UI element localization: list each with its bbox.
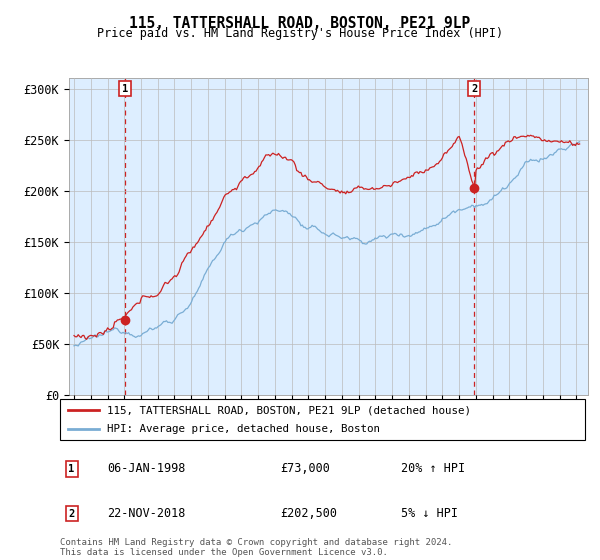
Text: £73,000: £73,000 <box>281 462 331 475</box>
Text: 22-NOV-2018: 22-NOV-2018 <box>107 507 185 520</box>
Text: 06-JAN-1998: 06-JAN-1998 <box>107 462 185 475</box>
Text: Contains HM Land Registry data © Crown copyright and database right 2024.
This d: Contains HM Land Registry data © Crown c… <box>60 538 452 557</box>
Text: 1: 1 <box>122 83 128 94</box>
Text: £202,500: £202,500 <box>281 507 337 520</box>
Text: Price paid vs. HM Land Registry's House Price Index (HPI): Price paid vs. HM Land Registry's House … <box>97 27 503 40</box>
FancyBboxPatch shape <box>60 399 585 440</box>
Text: 2: 2 <box>68 508 74 519</box>
Text: 2: 2 <box>471 83 477 94</box>
Text: 1: 1 <box>68 464 74 474</box>
Text: 5% ↓ HPI: 5% ↓ HPI <box>401 507 458 520</box>
Text: HPI: Average price, detached house, Boston: HPI: Average price, detached house, Bost… <box>107 424 380 433</box>
Text: 20% ↑ HPI: 20% ↑ HPI <box>401 462 466 475</box>
Text: 115, TATTERSHALL ROAD, BOSTON, PE21 9LP (detached house): 115, TATTERSHALL ROAD, BOSTON, PE21 9LP … <box>107 405 471 415</box>
Text: 115, TATTERSHALL ROAD, BOSTON, PE21 9LP: 115, TATTERSHALL ROAD, BOSTON, PE21 9LP <box>130 16 470 31</box>
